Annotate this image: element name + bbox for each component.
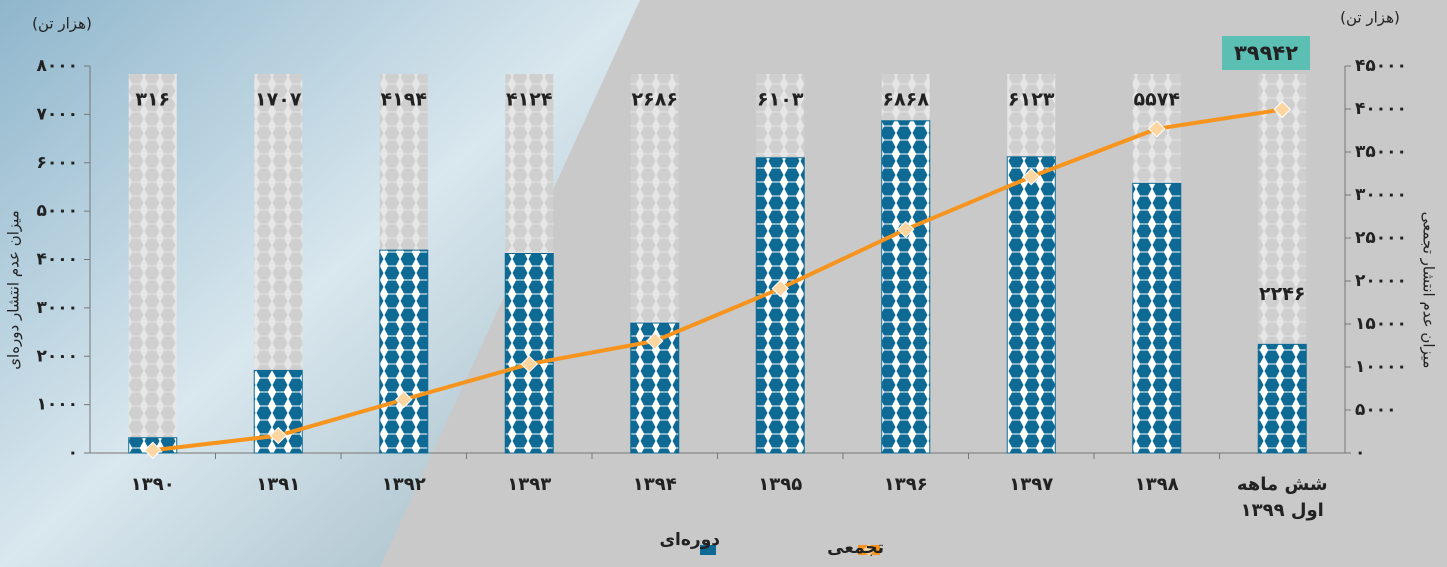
y2-tick-label: ۴۵۰۰۰	[1355, 56, 1407, 76]
line-marker	[1148, 120, 1166, 138]
x-tick-label: ۱۳۹۵	[758, 474, 803, 495]
bar-value-label: ۲۲۴۶	[1259, 283, 1305, 305]
legend-label: دوره‌ای	[659, 530, 720, 550]
y2-tick-label: ۴۰۰۰۰	[1355, 99, 1407, 119]
line-marker	[897, 220, 915, 239]
bar	[881, 120, 931, 454]
legend-marker	[863, 544, 875, 556]
bar-value-label: ۳۱۶	[135, 89, 170, 111]
annotation-box	[1222, 36, 1310, 70]
bar-value-label: ۶۱۰۳	[757, 89, 804, 111]
bar	[1006, 156, 1056, 454]
y2-tick-label: ۳۰۰۰۰	[1355, 185, 1407, 205]
legend-swatch	[700, 545, 716, 555]
y-unit: (هزار تن)	[32, 15, 92, 33]
y-tick-label: ۸۰۰۰	[36, 56, 78, 76]
x-tick-label: ۱۳۹۰	[130, 474, 175, 495]
y-axis-title: میزان عدم انتشار دوره‌ای	[5, 210, 23, 369]
y2-tick-label: ۲۰۰۰۰	[1355, 271, 1407, 291]
line-marker	[1022, 168, 1040, 186]
line-marker	[269, 426, 287, 445]
line	[152, 107, 1283, 453]
bar-value-label: ۵۵۷۴	[1134, 89, 1180, 111]
x-tick-label: ۱۳۹۳	[507, 474, 552, 495]
bar-background	[128, 74, 177, 453]
x-tick-label: ۱۳۹۲	[381, 474, 426, 495]
y2-tick-label: ۱۵۰۰۰	[1355, 314, 1407, 334]
x-tick-label: ۱۳۹۶	[883, 474, 928, 495]
x-tick-label: ۱۳۹۸	[1134, 474, 1179, 495]
bar-value-label: ۶۱۲۳	[1008, 89, 1055, 111]
bar	[1257, 343, 1307, 454]
line-marker	[646, 332, 664, 350]
x-tick-label: شش ماهه اول ۱۳۹۹	[1236, 474, 1328, 521]
line-marker	[395, 390, 413, 409]
line-marker	[520, 355, 538, 373]
line-marker	[144, 441, 162, 459]
bar	[379, 249, 429, 454]
y-tick-label: ۶۰۰۰	[36, 153, 78, 173]
line-marker	[1273, 100, 1291, 119]
y-tick-label: ۳۰۰۰	[36, 298, 78, 318]
bar-value-label: ۴۱۹۴	[381, 89, 427, 111]
bar-value-label: ۱۷۰۷	[255, 89, 302, 111]
y-tick-label: ۰	[68, 443, 78, 463]
y2-axis-title: میزان عدم انتشار تجمعی	[1420, 212, 1438, 369]
y-tick-label: ۴۰۰۰	[36, 250, 78, 270]
line-marker	[771, 279, 789, 298]
bar	[504, 253, 554, 454]
y2-unit: (هزار تن)	[1340, 9, 1400, 27]
bar-value-label: ۶۸۶۸	[883, 89, 930, 111]
bar-value-label: ۲۶۸۶	[632, 89, 678, 111]
legend-label: تجمعی	[827, 538, 884, 558]
y2-tick-label: ۰	[1355, 443, 1365, 463]
y2-tick-label: ۱۰۰۰۰	[1355, 357, 1407, 377]
x-tick-label: ۱۳۹۷	[1009, 474, 1054, 495]
bar-value-label: ۴۱۲۴	[506, 89, 552, 111]
y-tick-label: ۷۰۰۰	[36, 104, 78, 124]
y-tick-label: ۵۰۰۰	[36, 201, 78, 221]
bar	[1132, 182, 1182, 454]
x-tick-label: ۱۳۹۴	[632, 474, 677, 495]
y2-tick-label: ۵۰۰۰	[1355, 400, 1397, 420]
bar	[755, 157, 805, 454]
annotation: ۳۹۹۴۲	[1234, 41, 1298, 65]
y2-tick-label: ۳۵۰۰۰	[1355, 142, 1407, 162]
y-tick-label: ۱۰۰۰	[36, 395, 78, 415]
x-tick-label: ۱۳۹۱	[256, 474, 301, 495]
y-tick-label: ۲۰۰۰	[36, 346, 78, 366]
y2-tick-label: ۲۵۰۰۰	[1355, 228, 1407, 248]
